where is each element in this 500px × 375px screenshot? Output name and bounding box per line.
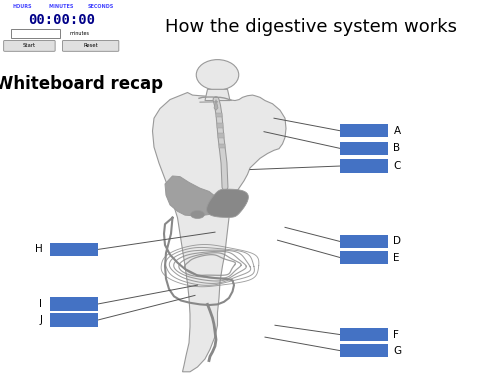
Text: 00:00:00: 00:00:00	[28, 13, 95, 27]
Text: Start: Start	[23, 44, 36, 48]
Text: H: H	[35, 244, 42, 255]
Bar	[216, 123, 222, 128]
Text: MINUTES: MINUTES	[48, 4, 74, 9]
FancyBboxPatch shape	[340, 251, 388, 264]
Text: I: I	[40, 299, 42, 309]
Text: Whiteboard recap: Whiteboard recap	[0, 75, 163, 93]
FancyBboxPatch shape	[340, 344, 388, 357]
Ellipse shape	[190, 210, 204, 219]
Polygon shape	[165, 176, 220, 216]
FancyBboxPatch shape	[50, 243, 98, 256]
Polygon shape	[206, 189, 248, 217]
FancyBboxPatch shape	[340, 328, 388, 341]
Polygon shape	[205, 89, 230, 101]
Polygon shape	[152, 93, 286, 372]
FancyBboxPatch shape	[340, 235, 388, 248]
FancyBboxPatch shape	[340, 124, 388, 138]
Text: A: A	[394, 126, 400, 136]
FancyBboxPatch shape	[11, 28, 60, 38]
FancyBboxPatch shape	[50, 314, 98, 327]
Polygon shape	[214, 100, 218, 110]
FancyBboxPatch shape	[340, 159, 388, 173]
FancyBboxPatch shape	[62, 40, 119, 51]
Text: How the digestive system works: How the digestive system works	[165, 18, 457, 36]
FancyBboxPatch shape	[4, 40, 55, 51]
Text: J: J	[40, 315, 42, 325]
Text: G: G	[394, 346, 402, 355]
Bar	[218, 133, 224, 138]
Text: SECONDS: SECONDS	[88, 4, 114, 9]
Text: B: B	[394, 143, 400, 153]
Bar	[216, 113, 222, 117]
Text: E: E	[394, 252, 400, 262]
Text: D: D	[394, 237, 402, 246]
Text: minutes: minutes	[70, 31, 90, 36]
Text: F: F	[394, 330, 400, 339]
Text: Reset: Reset	[84, 44, 98, 48]
FancyBboxPatch shape	[340, 142, 388, 155]
Text: HOURS: HOURS	[12, 4, 32, 9]
Ellipse shape	[196, 60, 239, 90]
Text: C: C	[394, 161, 401, 171]
FancyBboxPatch shape	[50, 297, 98, 311]
Bar	[218, 144, 224, 148]
